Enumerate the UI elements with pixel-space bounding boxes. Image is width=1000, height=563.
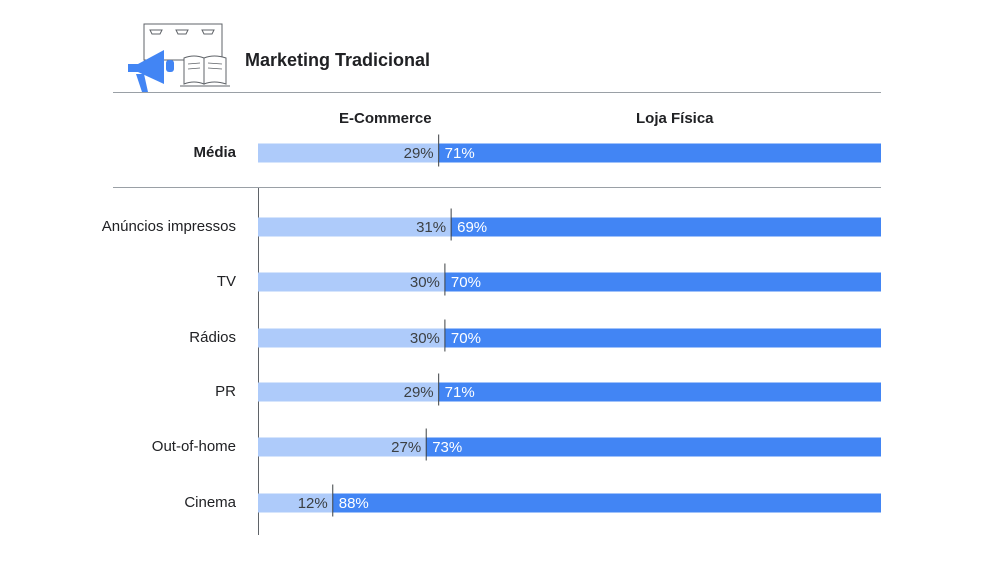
value-label-loja-fisica-radios: 70% (451, 330, 481, 347)
value-label-e-commerce-cinema: 12% (298, 495, 328, 512)
value-label-e-commerce-out-of-home: 27% (391, 439, 421, 456)
bar-loja-fisica-anuncios-impressos (451, 217, 881, 237)
chart-title: Marketing Tradicional (245, 50, 431, 70)
bar-e-commerce-radios (258, 328, 445, 348)
value-label-loja-fisica-anuncios-impressos: 69% (457, 219, 487, 236)
average-divider (113, 187, 881, 188)
bar-e-commerce-tv (258, 272, 445, 292)
megaphone-and-book-icon (128, 23, 230, 92)
value-label-e-commerce-media: 29% (404, 145, 434, 162)
bar-e-commerce-cinema (258, 493, 333, 513)
category-axis-line (258, 188, 259, 535)
category-label-tv: TV (216, 273, 236, 290)
value-label-e-commerce-tv: 30% (410, 274, 440, 291)
bar-loja-fisica-pr (438, 382, 881, 402)
bar-e-commerce-media (258, 143, 439, 163)
legend-loja-fisica: Loja Física (636, 110, 714, 127)
bar-loja-fisica-media (438, 143, 881, 163)
value-label-loja-fisica-media: 71% (445, 145, 475, 162)
bar-e-commerce-pr (258, 382, 439, 402)
header-divider (113, 92, 881, 93)
value-label-loja-fisica-out-of-home: 73% (432, 439, 462, 456)
bar-e-commerce-anuncios-impressos (258, 217, 452, 237)
value-label-loja-fisica-cinema: 88% (339, 495, 369, 512)
bar-loja-fisica-radios (444, 328, 881, 348)
value-label-loja-fisica-pr: 71% (445, 384, 475, 401)
category-label-radios: Rádios (189, 329, 236, 346)
bar-loja-fisica-out-of-home (426, 437, 881, 457)
category-label-out-of-home: Out-of-home (151, 438, 236, 455)
category-label-cinema: Cinema (184, 494, 236, 511)
value-label-e-commerce-radios: 30% (410, 330, 440, 347)
category-label-media: Média (193, 144, 236, 161)
category-label-anuncios-impressos: Anúncios impressos (101, 218, 236, 235)
value-label-e-commerce-pr: 29% (404, 384, 434, 401)
bar-e-commerce-out-of-home (258, 437, 427, 457)
legend-e-commerce: E-Commerce (339, 110, 432, 127)
bar-loja-fisica-cinema (332, 493, 881, 513)
category-label-pr: PR (215, 383, 236, 400)
value-label-e-commerce-anuncios-impressos: 31% (416, 219, 446, 236)
value-label-loja-fisica-tv: 70% (451, 274, 481, 291)
bar-loja-fisica-tv (444, 272, 881, 292)
